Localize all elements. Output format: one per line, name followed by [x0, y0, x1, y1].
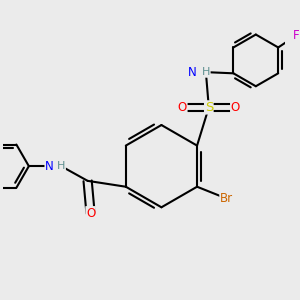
Text: O: O: [178, 101, 187, 114]
Text: H: H: [202, 67, 210, 77]
Text: N: N: [45, 160, 54, 173]
Text: F: F: [292, 29, 299, 42]
Text: O: O: [86, 207, 95, 220]
Text: N: N: [188, 66, 197, 79]
Text: O: O: [231, 101, 240, 114]
Text: H: H: [57, 161, 65, 171]
Text: Br: Br: [220, 192, 233, 205]
Text: S: S: [205, 101, 213, 114]
